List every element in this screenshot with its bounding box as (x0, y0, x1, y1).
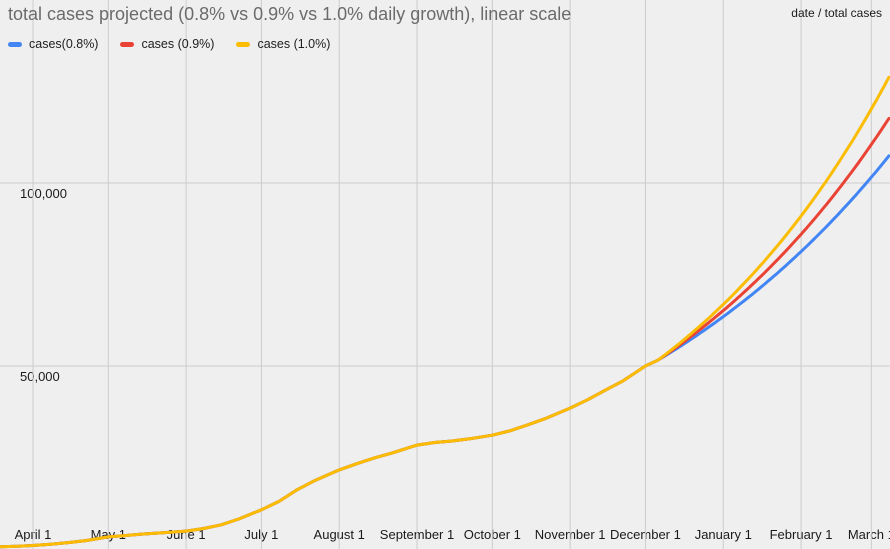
legend-swatch-icon (8, 41, 22, 47)
y-axis-label: 50,000 (20, 369, 60, 384)
axis-corner-label: date / total cases (791, 6, 882, 20)
series-line-0.8 (0, 154, 890, 549)
legend: cases(0.8%) cases (0.9%) cases (1.0%) (8, 37, 352, 51)
legend-item-0.8[interactable]: cases(0.8%) (8, 37, 98, 51)
x-axis-label: March 1 (847, 527, 890, 542)
legend-item-0.9[interactable]: cases (0.9%) (120, 37, 214, 51)
legend-item-1[interactable]: cases (1.0%) (236, 37, 330, 51)
y-axis-label: 100,000 (20, 186, 67, 201)
legend-swatch-icon (120, 41, 135, 47)
legend-label: cases (1.0%) (257, 37, 331, 51)
legend-swatch-icon (236, 41, 251, 47)
chart-title: total cases projected (0.8% vs 0.9% vs 1… (8, 4, 572, 24)
series-line-0.9 (0, 116, 890, 549)
series-line-1 (0, 75, 890, 549)
legend-label: cases (0.9%) (141, 37, 215, 51)
legend-label: cases(0.8%) (29, 37, 99, 51)
